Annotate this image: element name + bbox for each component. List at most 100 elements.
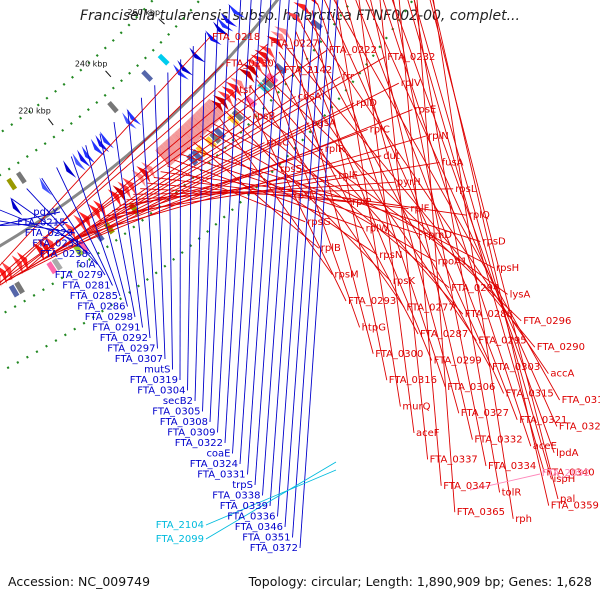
reverse-gene-label: FTA_0292 bbox=[100, 333, 148, 344]
forward-gene-label: rplC bbox=[370, 124, 390, 135]
forward-gene-label: frr bbox=[342, 72, 354, 83]
forward-gene-block bbox=[180, 124, 199, 144]
reverse-gene-label: folA bbox=[76, 260, 95, 271]
forward-gene-arrow bbox=[229, 77, 247, 93]
feature-block bbox=[6, 177, 18, 191]
forward-gene-leader bbox=[212, 123, 495, 269]
reverse-gene-label: FTA_0331 bbox=[197, 470, 245, 481]
reverse-gene-arrow bbox=[177, 60, 193, 76]
genome-rings bbox=[0, 0, 415, 374]
reverse-gene-label: FTA_0322 bbox=[175, 438, 223, 449]
gc-skew-block bbox=[51, 257, 63, 271]
genome-summary-text: Topology: circular; Length: 1,890,909 bp… bbox=[248, 574, 592, 589]
forward-gene-leader bbox=[289, 38, 374, 354]
reverse-gene-label: FTA_0336 bbox=[227, 512, 275, 523]
reverse-gene-leader bbox=[99, 133, 136, 318]
forward-gene-label: cdsA bbox=[298, 91, 322, 102]
reverse-gene-arrow bbox=[189, 47, 206, 63]
forward-gene-leader bbox=[284, 44, 536, 348]
forward-gene-leader bbox=[379, 0, 429, 460]
forward-gene-arrow bbox=[0, 274, 2, 287]
forward-gene-label: pyrH bbox=[397, 177, 421, 188]
reverse-gene-label: FTA_0291 bbox=[92, 323, 140, 334]
forward-gene-label: FTA_0334 bbox=[488, 461, 536, 472]
forward-gene-label: FTA_0306 bbox=[447, 382, 495, 393]
forward-gene-label: tsf bbox=[239, 85, 252, 96]
forward-gene-label: rplP bbox=[352, 197, 371, 208]
gc-skew-block bbox=[261, 77, 275, 90]
reverse-gene-leader bbox=[0, 211, 61, 226]
reverse-gene-arrow bbox=[72, 153, 86, 171]
reverse-gene-arrow bbox=[126, 108, 142, 125]
forward-gene-label: fusA bbox=[442, 157, 464, 168]
reverse-gene-label: FTA_0238 bbox=[40, 249, 88, 260]
forward-gene-label: pal bbox=[560, 494, 575, 505]
forward-gene-label: murQ bbox=[402, 402, 430, 413]
reverse-gene-leader bbox=[154, 85, 166, 360]
reverse-gene-leader bbox=[187, 46, 194, 391]
reverse-gene-leader bbox=[85, 145, 128, 307]
forward-gene-label: FTA_0337 bbox=[430, 454, 478, 465]
forward-gene-arrow bbox=[155, 149, 170, 167]
forward-gene-label: FTA_0287 bbox=[420, 329, 468, 340]
forward-gene-block bbox=[194, 110, 214, 129]
reverse-gene-label: FTA_0304 bbox=[137, 386, 185, 397]
forward-gene-leader bbox=[306, 17, 549, 374]
reverse-gene-label: FTA_0307 bbox=[115, 354, 163, 365]
forward-gene-label: rpsJ bbox=[294, 190, 313, 201]
reverse-gene-arrow bbox=[10, 196, 23, 216]
forward-gene-label: pgsA bbox=[311, 118, 336, 129]
reverse-gene-label: FTA_0319 bbox=[130, 375, 178, 386]
forward-gene-arrow bbox=[270, 31, 288, 46]
forward-gene-label: rpsN bbox=[379, 250, 402, 261]
reverse-gene-leader bbox=[194, 32, 207, 402]
forward-gene-label: rplE bbox=[338, 171, 358, 182]
reverse-gene-label: trpS bbox=[232, 480, 253, 491]
forward-gene-arrow bbox=[63, 221, 76, 240]
pseudo-gene-label: FTA_2092 bbox=[542, 468, 590, 479]
forward-gene-label: rpsD bbox=[482, 237, 506, 248]
forward-gene-leader bbox=[243, 91, 347, 302]
forward-gene-leader bbox=[199, 135, 378, 256]
reverse-gene-label: FTA_0372 bbox=[250, 543, 298, 554]
reverse-gene-label: secB2 bbox=[163, 396, 193, 407]
reverse-gene-label: FTA_0351 bbox=[242, 533, 290, 544]
forward-gene-label: lysA bbox=[510, 289, 531, 300]
reverse-gene-leader bbox=[127, 109, 151, 339]
forward-gene-label: rplV bbox=[401, 78, 421, 89]
forward-gene-label: rpsH bbox=[496, 263, 519, 274]
rna-gene-label: FTA_2099 bbox=[156, 534, 204, 545]
forward-gene-leader bbox=[317, 3, 446, 387]
forward-gene-leader bbox=[24, 89, 238, 272]
reverse-gene-arrow bbox=[63, 160, 77, 178]
forward-gene-leader bbox=[39, 102, 355, 262]
gc-skew-block bbox=[8, 284, 20, 298]
track-dotted-ring bbox=[0, 0, 354, 317]
forward-gene-block bbox=[158, 143, 177, 164]
forward-gene-arrow bbox=[293, 2, 311, 16]
forward-gene-arrow bbox=[242, 63, 259, 79]
forward-gene-arrow bbox=[221, 86, 238, 102]
reverse-gene-arrow bbox=[228, 3, 245, 18]
forward-gene-label: FTA_0315 bbox=[506, 388, 554, 399]
forward-gene-label: FTA_0277 bbox=[406, 303, 454, 314]
forward-gene-label: dut bbox=[383, 151, 400, 162]
forward-gene-leader bbox=[432, 0, 514, 519]
reverse-gene-leader bbox=[41, 177, 106, 276]
reverse-gene-leader bbox=[26, 188, 98, 265]
forward-gene-label: accA bbox=[550, 369, 574, 380]
reverse-gene-leader bbox=[140, 97, 158, 349]
forward-gene-leader bbox=[0, 36, 211, 266]
reverse-gene-leader bbox=[0, 209, 83, 244]
forward-gene-label: rplW bbox=[366, 223, 389, 234]
rna-gene-leader bbox=[205, 461, 337, 540]
forward-gene-arrow bbox=[136, 165, 151, 183]
reverse-gene-leader bbox=[113, 121, 143, 328]
rna-gene-leader bbox=[205, 469, 337, 526]
forward-gene-arrow bbox=[217, 90, 234, 106]
forward-gene-label: FTA_0332 bbox=[474, 435, 522, 446]
reverse-gene-leader bbox=[217, 0, 242, 433]
forward-gene-label: rpsL bbox=[455, 184, 477, 195]
scale-tick-label: 220 kbp bbox=[18, 107, 51, 116]
